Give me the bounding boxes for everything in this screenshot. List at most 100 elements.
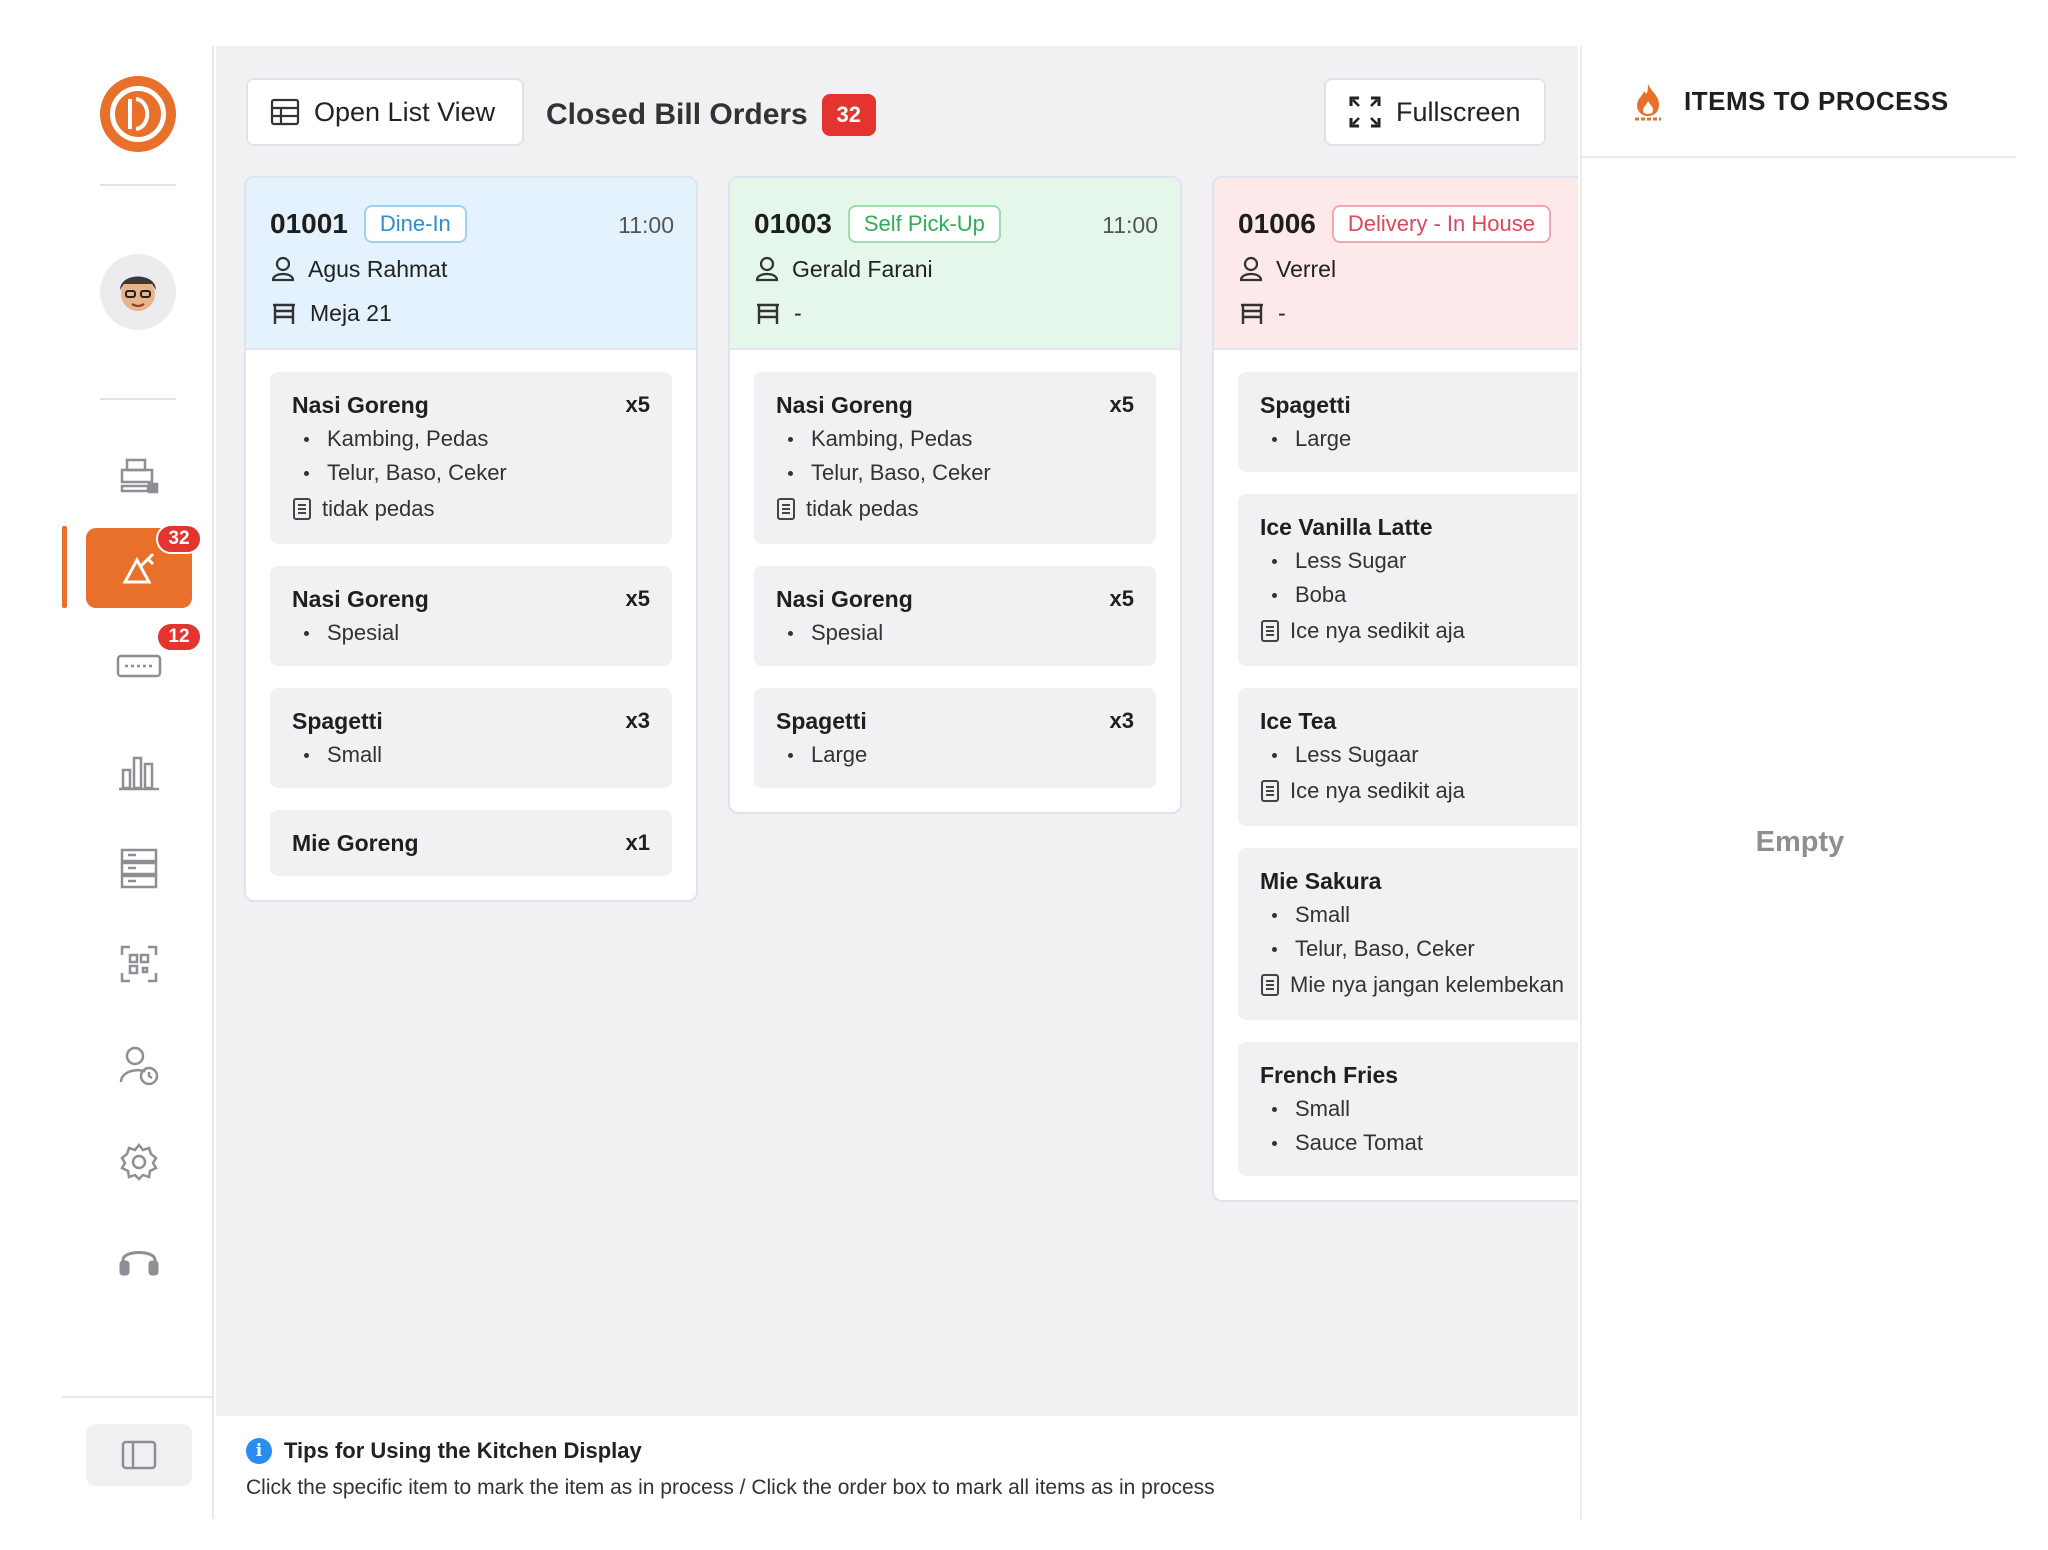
- item-modifier: Boba: [1260, 578, 1578, 612]
- tips-title: i Tips for Using the Kitchen Display: [246, 1438, 1548, 1464]
- fullscreen-button[interactable]: Fullscreen: [1324, 78, 1546, 146]
- user-icon: [271, 256, 295, 282]
- logo-icon[interactable]: [100, 76, 176, 152]
- item-quantity: x1: [625, 830, 650, 855]
- customer-name: Agus Rahmat: [308, 255, 448, 282]
- order-items: Nasi Goreng x5 Kambing, Pedas Telur, Baso,…: [246, 348, 696, 900]
- customer-name: Verrel: [1276, 255, 1337, 282]
- avatar[interactable]: [100, 254, 176, 330]
- order-item[interactable]: Mie Goreng x1: [270, 810, 672, 876]
- item-note: tidak pedas: [776, 490, 1134, 528]
- table-row: -: [754, 294, 1156, 332]
- item-name: Nasi Goreng: [776, 585, 913, 612]
- note-icon: [777, 498, 795, 520]
- item-name: Nasi Goreng: [776, 391, 913, 418]
- item-name: Spagetti: [776, 707, 867, 734]
- item-modifier: Small: [1260, 898, 1578, 932]
- order-number: 01003: [754, 208, 832, 239]
- order-time: 11:00: [618, 212, 674, 238]
- item-note-text: Ice nya sedikit aja: [1290, 618, 1465, 643]
- items-to-process-title: ITEMS TO PROCESS: [1684, 85, 1949, 116]
- tips-title-text: Tips for Using the Kitchen Display: [284, 1438, 642, 1463]
- item-modifier: Spesial: [292, 616, 650, 650]
- active-indicator: [62, 526, 67, 608]
- order-item[interactable]: Spagetti x3 Small: [270, 688, 672, 788]
- item-note: Ice nya sedikit aja: [1260, 612, 1578, 650]
- order-item[interactable]: Spagetti xLarge: [1238, 372, 1578, 472]
- note-icon: [1261, 780, 1279, 802]
- tips-text: Click the specific item to mark the item…: [246, 1476, 1215, 1499]
- table-name: -: [794, 299, 802, 326]
- order-type-badge: Delivery - In House: [1331, 205, 1551, 243]
- note-icon: [293, 498, 311, 520]
- item-name: Spagetti: [1260, 391, 1351, 418]
- order-item[interactable]: Nasi Goreng x5 Spesial: [754, 566, 1156, 666]
- order-item[interactable]: Nasi Goreng x5 Kambing, Pedas Telur, Baso,…: [270, 372, 672, 544]
- open-list-view-button[interactable]: Open List View: [246, 78, 524, 146]
- order-item[interactable]: Nasi Goreng x5 Spesial: [270, 566, 672, 666]
- user-icon: [1239, 256, 1263, 282]
- headset-icon: [119, 1251, 159, 1276]
- sidebar-item-kitchen[interactable]: 32: [86, 524, 202, 608]
- table-name: -: [1278, 299, 1286, 326]
- order-card[interactable]: 01006 Delivery - In House Verrel - Spage…: [1212, 176, 1578, 1202]
- order-item[interactable]: French Fries xSmallSauce Tomat: [1238, 1042, 1578, 1176]
- sidebar-collapse-button[interactable]: [86, 1424, 192, 1486]
- chart-icon: [119, 756, 159, 791]
- sidebar-divider: [100, 398, 176, 400]
- main-board-area: Open List View Closed Bill Orders 32 Ful…: [216, 46, 1578, 1519]
- sidebar-divider: [62, 1396, 214, 1398]
- item-name: Mie Sakura: [1260, 867, 1382, 894]
- sidebar-item-inventory[interactable]: [86, 828, 192, 908]
- sidebar-item-support[interactable]: [86, 1220, 192, 1300]
- table-row: Meja 21: [270, 294, 672, 332]
- order-number: 01006: [1238, 208, 1316, 239]
- order-card[interactable]: 01003 Self Pick-Up 11:00 Gerald Farani - …: [728, 176, 1182, 814]
- item-quantity: x3: [625, 708, 650, 733]
- sidebar-item-staff[interactable]: [86, 1026, 192, 1106]
- item-quantity: x5: [1109, 586, 1134, 611]
- item-modifier: Less Sugar: [1260, 544, 1578, 578]
- item-name: Nasi Goreng: [292, 585, 429, 612]
- item-modifier: Large: [776, 738, 1134, 772]
- info-icon: i: [246, 1438, 272, 1464]
- order-items: Spagetti xLarge Ice Vanilla Latte xLess …: [1214, 348, 1578, 1200]
- item-modifier: Large: [1260, 422, 1578, 456]
- user-icon: [755, 256, 779, 282]
- note-icon: [1261, 974, 1279, 996]
- order-time: 11:00: [1102, 212, 1158, 238]
- item-note: tidak pedas: [292, 490, 650, 528]
- order-card-header: 01003 Self Pick-Up 11:00 Gerald Farani -: [730, 178, 1180, 348]
- item-note-text: Mie nya jangan kelembekan: [1290, 972, 1564, 997]
- order-card[interactable]: 01001 Dine-In 11:00 Agus Rahmat Meja 21 N…: [244, 176, 698, 902]
- sidebar-item-qr[interactable]: [86, 924, 192, 1004]
- table-seat-icon: [1241, 303, 1263, 324]
- order-item[interactable]: Nasi Goreng x5 Kambing, Pedas Telur, Baso,…: [754, 372, 1156, 544]
- sidebar-item-cashier[interactable]: [86, 436, 192, 516]
- item-modifier: Spesial: [776, 616, 1134, 650]
- order-item[interactable]: Spagetti x3 Large: [754, 688, 1156, 788]
- table-seat-icon: [273, 303, 295, 324]
- orders-board: 01001 Dine-In 11:00 Agus Rahmat Meja 21 N…: [244, 176, 1578, 1416]
- item-modifier: Telur, Baso, Ceker: [292, 456, 650, 490]
- customer-name: Gerald Farani: [792, 255, 933, 282]
- item-name: Spagetti: [292, 707, 383, 734]
- table-name: Meja 21: [310, 299, 392, 326]
- orders-count-badge: 32: [821, 94, 876, 136]
- sidebar-item-reports[interactable]: [86, 732, 192, 812]
- table-seat-icon: [757, 303, 779, 324]
- page-title-text: Closed Bill Orders: [546, 98, 808, 131]
- items-to-process-header: ITEMS TO PROCESS: [1582, 46, 2016, 158]
- kitchen-icon: [122, 552, 155, 584]
- sidebar-item-bills[interactable]: 12: [86, 622, 202, 706]
- order-items: Nasi Goreng x5 Kambing, Pedas Telur, Baso,…: [730, 348, 1180, 812]
- item-modifier: Telur, Baso, Ceker: [776, 456, 1134, 490]
- sidebar-item-settings[interactable]: [86, 1122, 192, 1202]
- item-modifier: Sauce Tomat: [1260, 1126, 1578, 1160]
- item-modifier: Small: [292, 738, 650, 772]
- table-row: -: [1238, 294, 1578, 332]
